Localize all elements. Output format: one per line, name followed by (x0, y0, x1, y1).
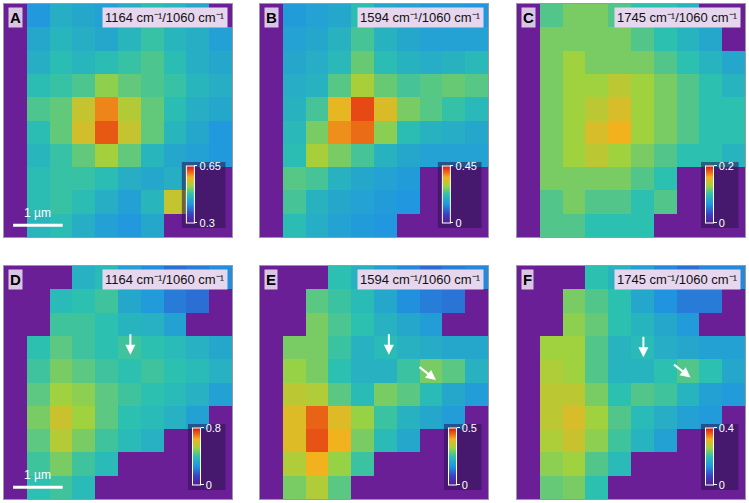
svg-text:1 µm: 1 µm (24, 468, 51, 482)
svg-text:0: 0 (456, 217, 462, 229)
svg-text:1745 cm⁻¹/1060 cm⁻¹: 1745 cm⁻¹/1060 cm⁻¹ (617, 10, 738, 25)
svg-text:0.8: 0.8 (206, 422, 221, 434)
svg-text:1594 cm⁻¹/1060 cm⁻¹: 1594 cm⁻¹/1060 cm⁻¹ (360, 10, 481, 25)
svg-text:0.3: 0.3 (200, 217, 215, 229)
svg-text:1745 cm⁻¹/1060 cm⁻¹: 1745 cm⁻¹/1060 cm⁻¹ (617, 272, 738, 287)
svg-text:0.4: 0.4 (719, 422, 734, 434)
svg-text:0: 0 (719, 217, 725, 229)
svg-text:0: 0 (719, 479, 725, 491)
svg-text:0: 0 (206, 479, 212, 491)
svg-text:E: E (266, 271, 276, 288)
svg-text:1164 cm⁻¹/1060 cm⁻¹: 1164 cm⁻¹/1060 cm⁻¹ (105, 10, 225, 25)
svg-text:1164 cm⁻¹/1060 cm⁻¹: 1164 cm⁻¹/1060 cm⁻¹ (105, 272, 225, 287)
svg-text:D: D (10, 271, 21, 288)
svg-text:0: 0 (462, 479, 468, 491)
svg-text:0.45: 0.45 (456, 160, 477, 172)
svg-text:F: F (523, 271, 532, 288)
svg-text:A: A (10, 9, 21, 26)
svg-text:0.2: 0.2 (719, 160, 734, 172)
svg-text:B: B (266, 9, 277, 26)
svg-text:0.65: 0.65 (200, 160, 221, 172)
svg-text:1 µm: 1 µm (24, 206, 51, 220)
svg-text:C: C (523, 9, 534, 26)
svg-text:1594 cm⁻¹/1060 cm⁻¹: 1594 cm⁻¹/1060 cm⁻¹ (360, 272, 481, 287)
svg-text:0.5: 0.5 (462, 422, 477, 434)
